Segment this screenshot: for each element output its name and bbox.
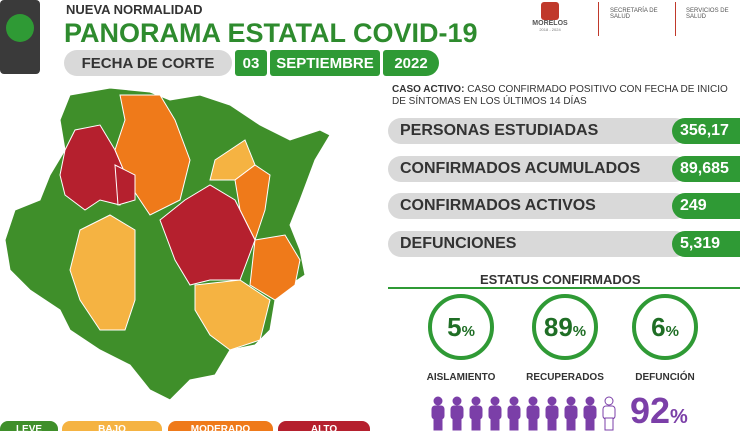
- status-ring: 5%: [428, 294, 494, 360]
- stat-value: 5,319: [672, 230, 740, 257]
- legend-item: LEVE: [0, 421, 58, 431]
- person-icon: [583, 396, 597, 431]
- status-ring: 89%: [532, 294, 598, 360]
- definition: CASO ACTIVO: CASO CONFIRMADO POSITIVO CO…: [392, 84, 740, 108]
- status-value: 89: [543, 311, 573, 342]
- date-label: FECHA DE CORTE: [64, 50, 232, 76]
- status-label: AISLAMIENTO: [426, 372, 496, 383]
- person-icon: [507, 396, 521, 431]
- person-icon: [564, 396, 578, 431]
- person-icon: [602, 396, 616, 431]
- logo-secretaria: SECRETARÍA DE SALUD: [610, 8, 658, 20]
- map: [4, 87, 331, 401]
- person-icon: [526, 396, 540, 431]
- stat-label: DEFUNCIONES: [388, 230, 688, 257]
- logo-text: MORELOS: [532, 20, 568, 27]
- legend-item: ALTO: [278, 421, 370, 431]
- date-day: 03: [235, 50, 267, 76]
- legend-item: MODERADO: [168, 421, 273, 431]
- recovered-rate: 92%: [630, 390, 688, 431]
- stat-value: 356,17: [672, 118, 740, 144]
- status-unit: %: [665, 322, 679, 340]
- stat-label: CONFIRMADOS ACUMULADOS: [388, 155, 688, 182]
- date-year: 2022: [383, 50, 439, 76]
- status-unit: %: [572, 322, 587, 340]
- person-icon: [450, 396, 464, 431]
- recovered-value: 92: [630, 390, 671, 431]
- status-title: ESTATUS CONFIRMADOS: [470, 272, 651, 287]
- person-icon: [469, 396, 483, 431]
- status-unit: %: [461, 322, 475, 340]
- status-value: 5: [447, 311, 462, 342]
- legend-item: BAJO: [62, 421, 162, 431]
- person-icon: [431, 396, 445, 431]
- stat-label: PERSONAS ESTUDIADAS: [388, 118, 688, 144]
- recovered-unit: %: [670, 406, 688, 428]
- stat-value: 89,685: [672, 155, 740, 182]
- status-label: RECUPERADOS: [526, 372, 604, 383]
- person-icon: [545, 396, 559, 431]
- status-ring: 6%: [632, 294, 698, 360]
- logo-servicios: SERVICIOS DE SALUD: [686, 8, 729, 20]
- logo-morelos: MORELOS 2018 - 2024: [520, 0, 580, 32]
- status-value: 6: [651, 311, 666, 342]
- app-icon: [0, 0, 40, 74]
- definition-term: CASO ACTIVO:: [392, 84, 465, 95]
- people-icons: [431, 396, 616, 431]
- status-label: DEFUNCIÓN: [635, 372, 695, 383]
- title: PANORAMA ESTATAL COVID-19: [64, 18, 478, 48]
- definition-text: CASO CONFIRMADO POSITIVO CON FECHA DE IN…: [392, 84, 728, 107]
- stat-label: CONFIRMADOS ACTIVOS: [388, 193, 688, 219]
- stat-value: 249: [672, 193, 740, 219]
- logo-period: 2018 - 2024: [539, 27, 561, 32]
- person-icon: [488, 396, 502, 431]
- date-month: SEPTIEMBRE: [270, 50, 380, 76]
- kicker: NUEVA NORMALIDAD: [66, 2, 203, 17]
